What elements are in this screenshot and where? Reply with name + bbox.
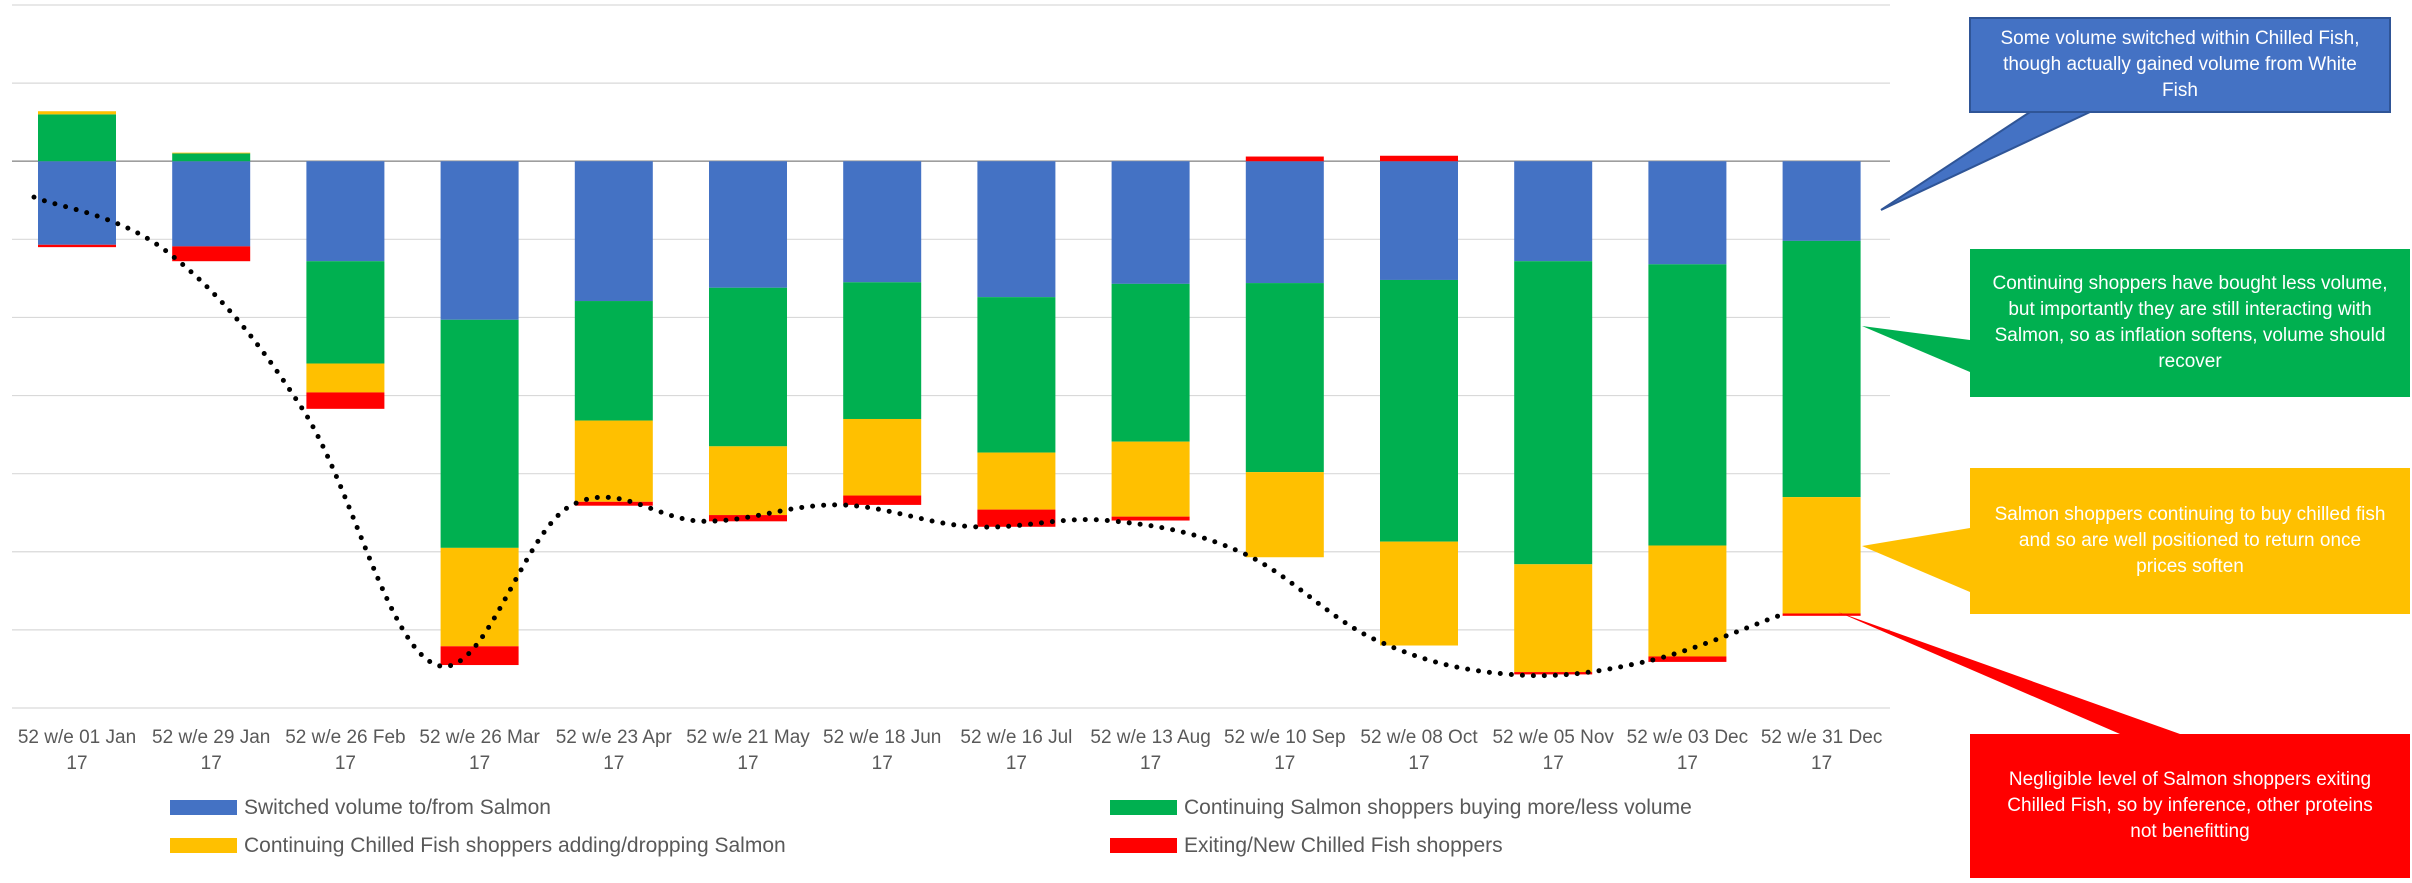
bar-segment-s2-c7 — [977, 452, 1056, 510]
callout-pointer-yellow — [1862, 528, 1970, 592]
x-tick-label: 52 w/e 10 Sep 17 — [1224, 727, 1345, 774]
callout-green-text: Continuing shoppers have bought less vol… — [1992, 273, 2388, 372]
bar-segment-s2-c0 — [38, 111, 116, 115]
callout-yellow-text: Salmon shoppers continuing to buy chille… — [1994, 504, 2386, 577]
bar-segment-s0-c12 — [1648, 161, 1727, 265]
bar-segment-s2-c10 — [1380, 541, 1458, 646]
callout-pointer-green — [1862, 326, 1970, 372]
bar-segment-s3-c8 — [1111, 516, 1190, 521]
legend-label: Continuing Chilled Fish shoppers adding/… — [244, 834, 786, 857]
x-tick-label: 52 w/e 21 May 17 — [686, 727, 810, 774]
bar-segment-s2-c1 — [172, 152, 251, 154]
bar-segment-s0-c2 — [306, 161, 385, 262]
x-tick-label: 52 w/e 26 Mar 17 — [419, 727, 540, 774]
bar-segment-s3-c11 — [1514, 672, 1593, 675]
x-tick-label: 52 w/e 31 Dec 17 — [1761, 727, 1882, 774]
callout-pointer-red — [1838, 612, 2180, 734]
bars — [38, 111, 1861, 675]
legend-swatch — [170, 838, 237, 853]
legend-swatch — [170, 800, 237, 815]
bar-segment-s2-c13 — [1782, 497, 1861, 614]
bar-segment-s1-c2 — [306, 261, 385, 364]
bar-segment-s1-c10 — [1380, 279, 1458, 542]
bar-segment-s1-c5 — [709, 287, 787, 447]
x-tick-label: 52 w/e 03 Dec 17 — [1627, 727, 1748, 774]
x-axis-labels: 52 w/e 01 Jan 17 52 w/e 29 Jan 17 52 w/e 26 … — [18, 727, 1882, 774]
bar-segment-s3-c0 — [38, 244, 116, 248]
bar-segment-s2-c12 — [1648, 545, 1727, 657]
bar-segment-s0-c10 — [1380, 161, 1458, 280]
bar-segment-s0-c5 — [709, 161, 787, 288]
bar-segment-s2-c6 — [843, 418, 922, 496]
callout-blue-text: Some volume switched within Chilled Fish… — [2000, 28, 2360, 101]
x-tick-label: 52 w/e 26 Feb 17 — [285, 727, 405, 774]
x-tick-label: 52 w/e 01 Jan 17 — [18, 727, 136, 774]
bar-segment-s0-c8 — [1111, 161, 1190, 284]
legend-label: Exiting/New Chilled Fish shoppers — [1184, 834, 1503, 857]
bar-segment-s3-c10 — [1380, 155, 1458, 162]
bar-segment-s3-c3 — [440, 646, 519, 666]
bar-segment-s1-c8 — [1111, 283, 1190, 442]
bar-segment-s3-c1 — [172, 246, 251, 262]
callout-yellow-box — [1970, 468, 2410, 614]
bar-segment-s1-c7 — [977, 297, 1056, 453]
bar-segment-s2-c4 — [574, 420, 653, 502]
bar-segment-s3-c4 — [574, 501, 653, 506]
bar-segment-s1-c3 — [440, 319, 519, 548]
callout-red-box — [1970, 734, 2410, 878]
callout-red-text: Negligible level of Salmon shoppers exit… — [2007, 769, 2373, 842]
legend-swatch — [1110, 800, 1177, 815]
bar-segment-s0-c4 — [574, 161, 653, 302]
bar-segment-s0-c13 — [1782, 161, 1861, 241]
bar-segment-s2-c5 — [709, 446, 787, 516]
x-tick-label: 52 w/e 18 Jun 17 — [823, 727, 941, 774]
bar-segment-s0-c3 — [440, 161, 519, 320]
bar-segment-s1-c1 — [172, 153, 251, 162]
legend-swatch — [1110, 838, 1177, 853]
bar-segment-s0-c0 — [38, 161, 116, 245]
bar-segment-s3-c13 — [1782, 613, 1861, 616]
bar-segment-s1-c6 — [843, 282, 922, 419]
legend: Switched volume to/from Salmon Continuing… — [170, 796, 1692, 857]
bar-segment-s0-c9 — [1245, 161, 1324, 284]
bar-segment-s2-c8 — [1111, 441, 1190, 517]
bar-segment-s3-c2 — [306, 392, 385, 409]
callout-blue-box — [1969, 17, 2391, 113]
bar-segment-s3-c12 — [1648, 656, 1727, 662]
legend-label: Switched volume to/from Salmon — [244, 796, 551, 819]
bar-segment-s3-c7 — [977, 509, 1056, 527]
bar-segment-s1-c0 — [38, 114, 116, 162]
bar-segment-s1-c13 — [1782, 240, 1861, 498]
bar-segment-s3-c9 — [1245, 156, 1324, 162]
x-tick-label: 52 w/e 16 Jul 17 — [960, 727, 1072, 774]
gridlines — [12, 4, 1890, 709]
legend-label: Continuing Salmon shoppers buying more/l… — [1184, 796, 1692, 819]
bar-segment-s0-c6 — [843, 161, 922, 283]
x-tick-label: 52 w/e 23 Apr 17 — [556, 727, 673, 774]
bar-segment-s2-c2 — [306, 363, 385, 393]
bar-segment-s0-c11 — [1514, 161, 1593, 262]
callout-pointer-blue — [1880, 111, 2091, 211]
bar-segment-s0-c1 — [172, 161, 251, 247]
callout-green-box — [1970, 249, 2410, 397]
bar-segment-s1-c4 — [574, 301, 653, 421]
bar-segment-s1-c11 — [1514, 261, 1593, 565]
callout-pointers — [1838, 111, 2180, 734]
x-tick-label: 52 w/e 08 Oct 17 — [1360, 727, 1478, 774]
x-tick-label: 52 w/e 29 Jan 17 — [152, 727, 270, 774]
bar-segment-s2-c11 — [1514, 564, 1593, 673]
bar-segment-s1-c9 — [1245, 283, 1324, 473]
bar-segment-s2-c9 — [1245, 472, 1324, 558]
x-tick-label: 52 w/e 05 Nov 17 — [1492, 727, 1614, 774]
x-tick-label: 52 w/e 13 Aug 17 — [1090, 727, 1210, 774]
callout-boxes — [1969, 17, 2410, 878]
bar-segment-s0-c7 — [977, 161, 1056, 298]
bar-segment-s1-c12 — [1648, 264, 1727, 546]
bar-segment-s3-c6 — [843, 495, 922, 505]
